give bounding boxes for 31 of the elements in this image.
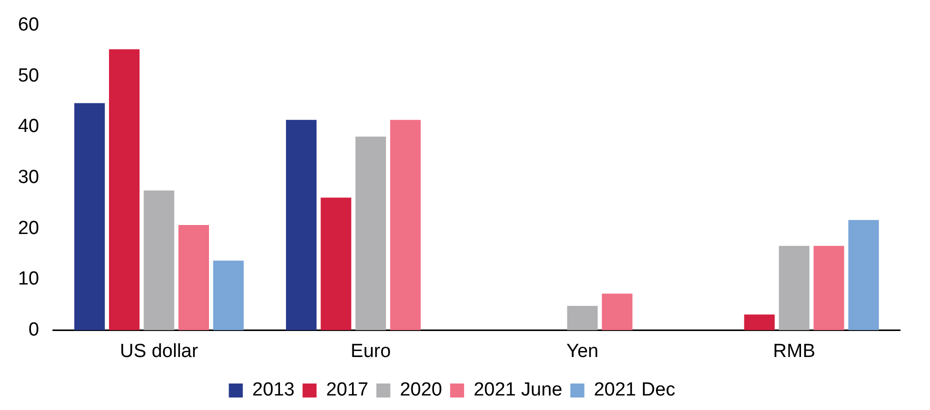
x-tick-label: Yen <box>566 340 598 362</box>
x-tick-label: RMB <box>773 340 816 362</box>
bar <box>602 294 632 330</box>
bar <box>178 225 209 330</box>
legend-label: 2013 <box>252 380 295 401</box>
bar <box>320 198 352 330</box>
x-tick-label: Euro <box>350 340 391 362</box>
y-tick-label: 60 <box>18 14 40 36</box>
bar <box>567 306 598 330</box>
bar <box>814 246 844 330</box>
legend-label: 2021 June <box>474 380 562 401</box>
bar <box>390 120 421 330</box>
y-tick-label: 50 <box>18 65 40 86</box>
bar <box>744 314 775 330</box>
legend-label: 2021 Dec <box>594 380 676 401</box>
bar <box>74 103 105 330</box>
bar <box>286 120 317 330</box>
bar <box>848 220 879 330</box>
legend-label: 2017 <box>326 380 368 401</box>
bar <box>108 49 140 330</box>
legend-label: 2020 <box>400 380 442 401</box>
bar <box>778 246 810 330</box>
bar <box>213 260 244 330</box>
y-tick-label: 0 <box>28 319 40 340</box>
bar <box>144 190 174 330</box>
y-tick-label: 10 <box>18 268 40 290</box>
y-tick-label: 20 <box>18 218 40 239</box>
y-tick-label: 30 <box>18 167 40 188</box>
bar <box>355 136 386 330</box>
x-tick-label: US dollar <box>120 340 199 362</box>
y-tick-label: 40 <box>18 116 40 138</box>
